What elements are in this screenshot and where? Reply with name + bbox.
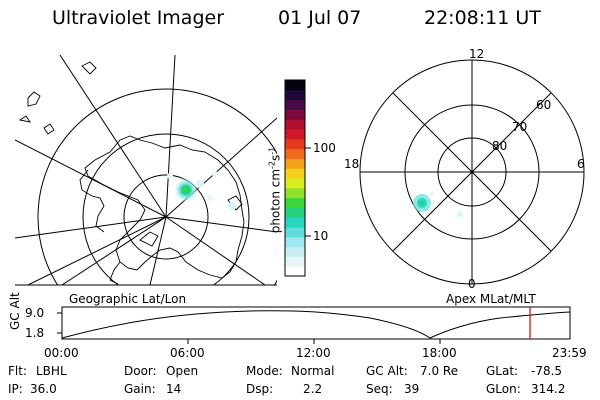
aurora-emission	[167, 171, 236, 210]
altitude-axis-label: GC Alt	[8, 292, 22, 330]
colorbar-tick-100: 100	[313, 141, 336, 155]
colorbar-swatch	[285, 246, 305, 257]
colorbar-tick-10: 10	[313, 229, 329, 243]
time-tick-1200: 12:00	[296, 346, 331, 360]
colorbar-swatch	[285, 178, 305, 189]
colorbar-swatch	[285, 158, 305, 169]
time-tick-2359: 23:59	[552, 346, 587, 360]
mlt-label-12: 12	[469, 47, 485, 61]
mode-label: Mode:	[246, 364, 283, 378]
filter-value: LBHL	[36, 364, 67, 378]
mlat-label-70: 70	[512, 120, 528, 134]
colorbar-swatch	[285, 236, 305, 248]
apex-panel-label: Apex MLat/MLT	[446, 292, 536, 306]
colorbar-swatch	[285, 89, 305, 101]
time-tick-0000: 00:00	[44, 346, 79, 360]
colorbar-swatch	[285, 217, 305, 228]
coastline	[18, 61, 245, 285]
gain-label: Gain:	[124, 382, 156, 396]
gain-value: 14	[166, 382, 182, 396]
door-label: Door:	[124, 364, 157, 378]
colorbar-swatch	[285, 80, 305, 91]
gcalt-value: 7.0 Re	[420, 364, 459, 378]
apex-aurora-emission	[413, 192, 463, 217]
mlt-label-6: 6	[577, 157, 585, 171]
gcalt-label: GC Alt:	[366, 364, 408, 378]
orbit-altitude-curve	[61, 310, 571, 339]
colorbar-swatch	[285, 138, 305, 150]
colorbar-swatch	[285, 168, 305, 179]
geo-panel-label: Geographic Lat/Lon	[69, 292, 187, 306]
seq-label: Seq:	[366, 382, 393, 396]
colorbar-swatch	[285, 109, 305, 120]
mode-value: Normal	[291, 364, 335, 378]
lat-circle	[37, 88, 277, 285]
colorbar-swatch	[285, 99, 305, 110]
time-tick-0600: 06:00	[170, 346, 205, 360]
colorbar-swatch	[285, 227, 305, 238]
glon-value: 314.2	[531, 382, 566, 396]
observation-date: 01 Jul 07	[278, 7, 362, 29]
dsp-value: 2.2	[303, 382, 323, 396]
mlt-label-0: 0	[468, 277, 476, 291]
filter-label: Flt:	[8, 364, 27, 378]
mlt-label-18: 18	[344, 157, 360, 171]
colorbar-swatch	[285, 119, 305, 130]
altitude-tick-9: 9.0	[25, 306, 45, 320]
colorbar-swatch	[285, 197, 305, 208]
time-tick-1800: 18:00	[422, 346, 457, 360]
colorbar-swatch	[285, 207, 305, 218]
door-value: Open	[166, 364, 199, 378]
glat-label: GLat:	[486, 364, 519, 378]
colorbar-swatch	[285, 266, 305, 277]
colorbar-swatch	[285, 148, 305, 159]
colorbar-swatch	[285, 129, 305, 140]
ip-value: 36.0	[30, 382, 57, 396]
ip-label: IP:	[8, 382, 23, 396]
mlat-label-60: 60	[536, 98, 552, 112]
lat-circle	[82, 133, 250, 285]
altitude-tick-1-8: 1.8	[25, 326, 45, 340]
glat-value: -78.5	[531, 364, 563, 378]
colorbar-swatch	[285, 256, 305, 267]
seq-value: 39	[404, 382, 420, 396]
glon-label: GLon:	[486, 382, 521, 396]
instrument-title: Ultraviolet Imager	[52, 7, 225, 29]
dsp-label: Dsp:	[246, 382, 274, 396]
mlat-label-80: 80	[492, 139, 508, 153]
colorbar-swatch	[285, 187, 305, 199]
observation-time: 22:08:11 UT	[424, 7, 541, 29]
lat-circle	[123, 174, 209, 260]
